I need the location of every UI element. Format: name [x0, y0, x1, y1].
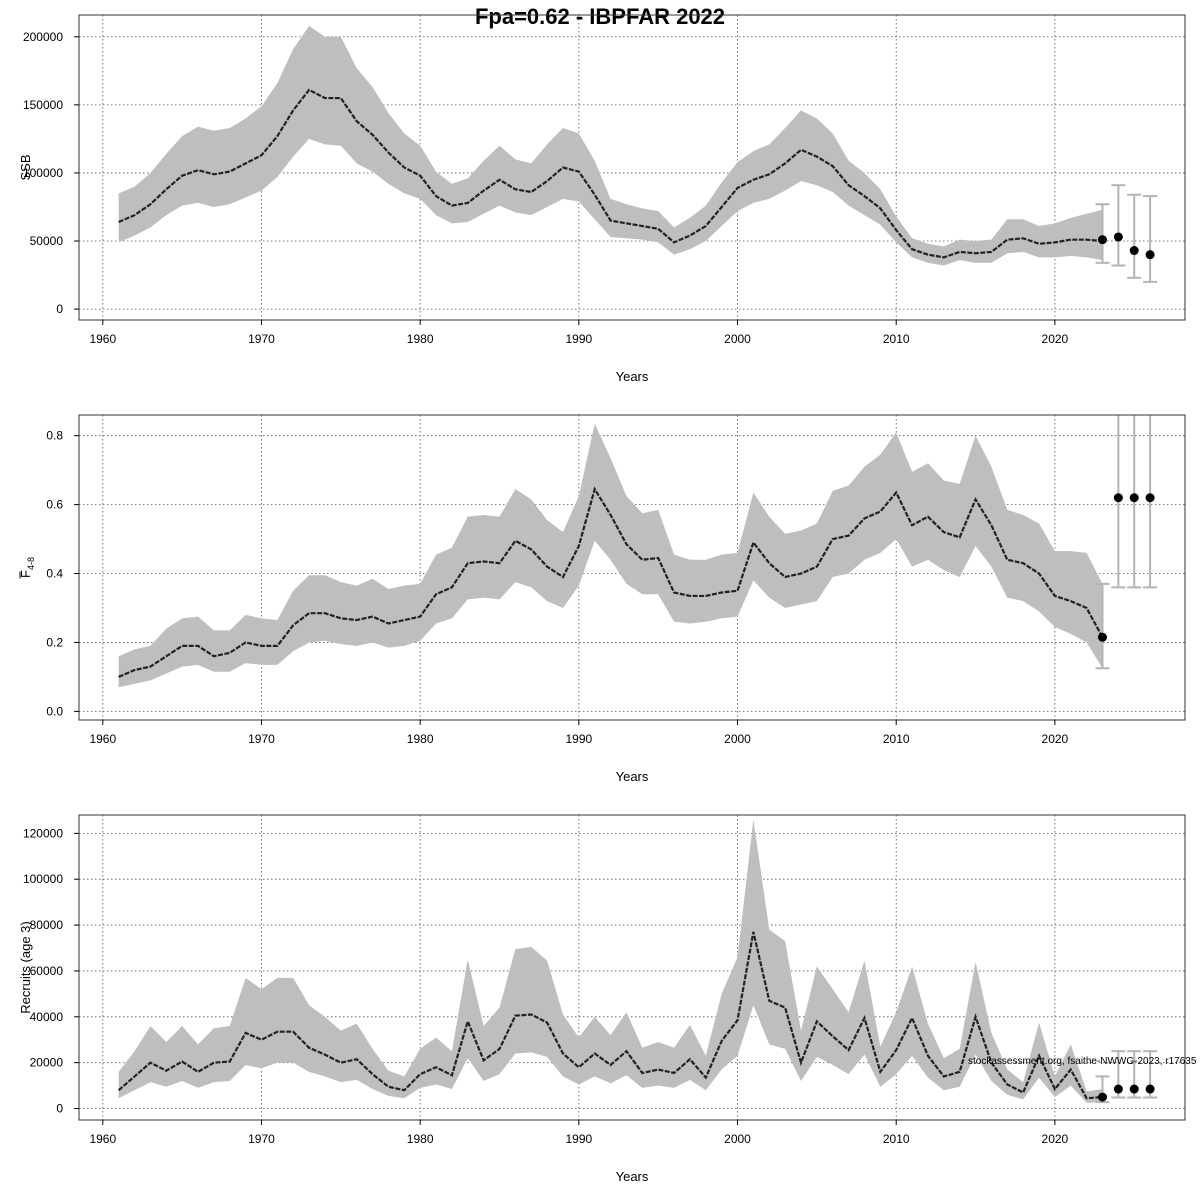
y-tick-label: 0	[56, 1102, 63, 1116]
y-axis: 0 20000 40000 60000 80000 100000 120000	[23, 826, 79, 1116]
x-tick-label: 2010	[883, 332, 910, 346]
x-tick-label: 2020	[1042, 332, 1069, 346]
forecast-point	[1097, 1092, 1107, 1102]
x-tick-label: 2000	[724, 332, 751, 346]
x-tick-label: 1970	[248, 732, 275, 746]
x-tick-label: 1990	[565, 732, 592, 746]
y-tick-label: 0.0	[46, 704, 63, 718]
plot-area	[118, 415, 1158, 688]
x-axis-label: Years	[616, 769, 649, 784]
x-tick-label: 1980	[407, 332, 434, 346]
y-tick-label: 150000	[23, 98, 63, 112]
x-tick-label: 1990	[565, 332, 592, 346]
x-tick-label: 2020	[1042, 1132, 1069, 1146]
x-tick-label: 1960	[89, 332, 116, 346]
forecast-errorbar	[1127, 193, 1142, 279]
panel-3: 1960 1970 1980 1990 2000 2010 2020 Years 0 20000 4…	[18, 814, 1186, 1184]
y-tick-label: 0.2	[46, 635, 63, 649]
forecast-point	[1145, 493, 1155, 503]
x-tick-label: 1970	[248, 1132, 275, 1146]
y-tick-label: 120000	[23, 826, 63, 840]
y-axis-label: SSB	[18, 154, 33, 180]
plot-area	[118, 25, 1158, 283]
forecast-point	[1145, 250, 1155, 260]
x-tick-label: 1990	[565, 1132, 592, 1146]
plot-area	[117, 819, 1158, 1104]
x-tick-label: 1980	[407, 732, 434, 746]
forecast-errorbar	[1127, 415, 1142, 589]
y-axis-label: F4-8	[18, 557, 36, 578]
plot-frame	[78, 14, 1186, 321]
y-tick-label: 60000	[30, 964, 64, 978]
x-axis: 1960 1970 1980 1990 2000 2010 2020	[89, 1120, 1069, 1146]
confidence-band	[118, 819, 1103, 1103]
x-axis-label: Years	[616, 369, 649, 384]
forecast-errorbar	[1143, 415, 1158, 589]
forecast-errorbar	[1111, 415, 1126, 589]
forecast-errorbar	[1111, 184, 1126, 267]
forecast-point	[1097, 235, 1107, 245]
estimate-line	[117, 931, 1103, 1100]
estimate-line	[118, 486, 1104, 678]
y-tick-label: 200000	[23, 30, 63, 44]
x-tick-label: 2010	[883, 1132, 910, 1146]
x-tick-label: 2020	[1042, 732, 1069, 746]
y-axis-label-subscript: 4-8	[26, 557, 36, 570]
y-tick-label: 0.6	[46, 498, 63, 512]
forecast-point	[1129, 1084, 1139, 1094]
x-tick-label: 2010	[883, 732, 910, 746]
y-axis-label: Recruits (age 3)	[18, 921, 33, 1013]
forecast-point	[1113, 232, 1123, 242]
forecast-point	[1097, 632, 1107, 642]
y-tick-label: 0.8	[46, 429, 63, 443]
x-tick-label: 1980	[407, 1132, 434, 1146]
x-tick-label: 2000	[724, 732, 751, 746]
forecast-point	[1145, 1084, 1155, 1094]
estimate-line	[118, 88, 1103, 259]
y-tick-label: 80000	[30, 918, 64, 932]
y-tick-label: 50000	[30, 234, 64, 248]
y-tick-label: 20000	[30, 1056, 64, 1070]
y-tick-label: 0	[56, 302, 63, 316]
x-tick-label: 1960	[89, 732, 116, 746]
panel-1: 1960 1970 1980 1990 2000 2010 2020 Years 0 50000 1…	[18, 14, 1186, 384]
y-tick-label: 40000	[30, 1010, 64, 1024]
forecast-errorbar	[1095, 582, 1110, 670]
y-axis: 0 50000 100000 150000 200000	[23, 30, 79, 316]
forecast-point	[1113, 1084, 1123, 1094]
y-tick-label: 100000	[23, 166, 63, 180]
y-axis: 0.0 0.2 0.4 0.6 0.8	[46, 429, 79, 718]
figure-title: Fpa=0.62 - IBPFAR 2022	[475, 4, 725, 29]
x-axis-label: Years	[616, 1169, 649, 1184]
y-axis-label-main: F	[18, 570, 33, 578]
confidence-band	[118, 423, 1103, 688]
watermark-text: stockassessment.org, fsaithe-NWWG-2023, …	[968, 1056, 1197, 1067]
y-tick-label: 100000	[23, 872, 63, 886]
x-axis: 1960 1970 1980 1990 2000 2010 2020	[89, 320, 1069, 346]
x-tick-label: 1960	[89, 1132, 116, 1146]
x-axis: 1960 1970 1980 1990 2000 2010 2020	[89, 720, 1069, 746]
forecast-point	[1129, 493, 1139, 503]
forecast-errorbar	[1095, 203, 1110, 264]
panels: 1960 1970 1980 1990 2000 2010 2020 Years 0 50000 1…	[18, 14, 1186, 1184]
x-tick-label: 2000	[724, 1132, 751, 1146]
x-tick-label: 1970	[248, 332, 275, 346]
forecast-errorbar	[1143, 195, 1158, 283]
confidence-band	[118, 25, 1103, 266]
forecast-point	[1113, 493, 1123, 503]
panel-2: 1960 1970 1980 1990 2000 2010 2020Years0.00.20…	[18, 414, 1186, 784]
y-tick-label: 0.4	[46, 567, 63, 581]
forecast-point	[1129, 246, 1139, 256]
plot-frame	[78, 414, 1186, 721]
plot-frame	[78, 814, 1186, 1121]
